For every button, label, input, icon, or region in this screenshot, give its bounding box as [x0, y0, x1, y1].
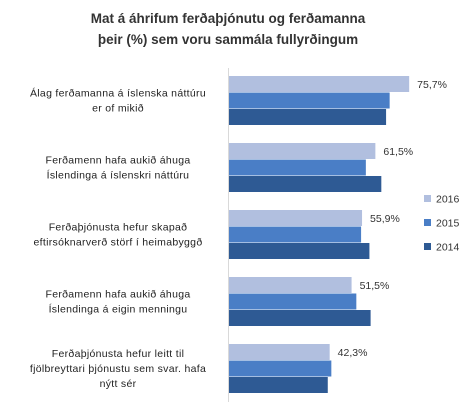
bar-2015-cat-5 — [229, 360, 332, 377]
bar-2014-cat-4 — [229, 310, 371, 326]
bar-2016-cat-4 — [229, 277, 352, 293]
category-label-2-line-2: Íslendinga á íslenskri náttúru — [47, 169, 190, 182]
category-label-4-line-1: Ferðamenn hafa aukið áhuga — [46, 289, 191, 301]
bar-2015-cat-2 — [229, 159, 366, 176]
chart-title-line-1: Mat á áhrifum ferðaþjónutu og ferðamanna — [91, 11, 366, 26]
category-label-3-line-2: eftirsóknarverð störf í heimabyggð — [34, 237, 203, 249]
legend-swatch-2014 — [424, 243, 431, 250]
data-labels-group: 75,7% 61,5% 55,9% 51,5% 42,3% — [338, 79, 447, 359]
bar-2014-cat-2 — [229, 176, 382, 192]
category-labels-group: Álag ferðamanna á íslenska náttúru er of … — [30, 87, 206, 391]
bars-group — [229, 76, 410, 393]
data-label-cat-1: 75,7% — [417, 79, 447, 91]
legend-label-2016: 2016 — [436, 194, 460, 206]
legend-swatch-2015 — [424, 219, 431, 226]
bar-2015-cat-4 — [229, 293, 357, 310]
category-label-5-line-1: Ferðaþjónusta hefur leitt til — [52, 348, 184, 360]
data-label-cat-5: 42,3% — [338, 347, 368, 359]
category-label-1-line-2: er of mikið — [92, 103, 144, 115]
data-label-cat-3: 55,9% — [370, 213, 400, 225]
bar-2016-cat-1 — [229, 76, 410, 92]
chart-title-line-2: þeir (%) sem voru sammála fullyrðingum — [98, 32, 358, 47]
bar-2014-cat-3 — [229, 243, 370, 259]
bar-2016-cat-5 — [229, 344, 330, 360]
legend: 2016 2015 2014 — [424, 194, 460, 254]
legend-label-2015: 2015 — [436, 218, 460, 230]
bar-2014-cat-5 — [229, 377, 328, 393]
category-label-3-line-1: Ferðaþjónusta hefur skapað — [49, 222, 188, 234]
bar-2016-cat-2 — [229, 143, 376, 159]
category-label-1-line-1: Álag ferðamanna á íslenska náttúru — [30, 87, 206, 100]
legend-swatch-2016 — [424, 195, 431, 202]
bar-2016-cat-3 — [229, 210, 363, 226]
bar-2015-cat-1 — [229, 92, 390, 109]
legend-label-2014: 2014 — [436, 242, 460, 254]
category-label-2-line-1: Ferðamenn hafa aukið áhuga — [46, 155, 191, 167]
category-label-5-line-2: fjölbreyttari þjónustu sem svar. hafa — [30, 363, 206, 375]
data-label-cat-2: 61,5% — [383, 146, 413, 158]
category-label-5-line-3: nýtt sér — [100, 378, 137, 390]
bar-2014-cat-1 — [229, 109, 387, 125]
bar-2015-cat-3 — [229, 226, 362, 243]
category-label-4-line-2: Íslendinga á eigin menningu — [49, 303, 188, 316]
data-label-cat-4: 51,5% — [360, 280, 390, 292]
